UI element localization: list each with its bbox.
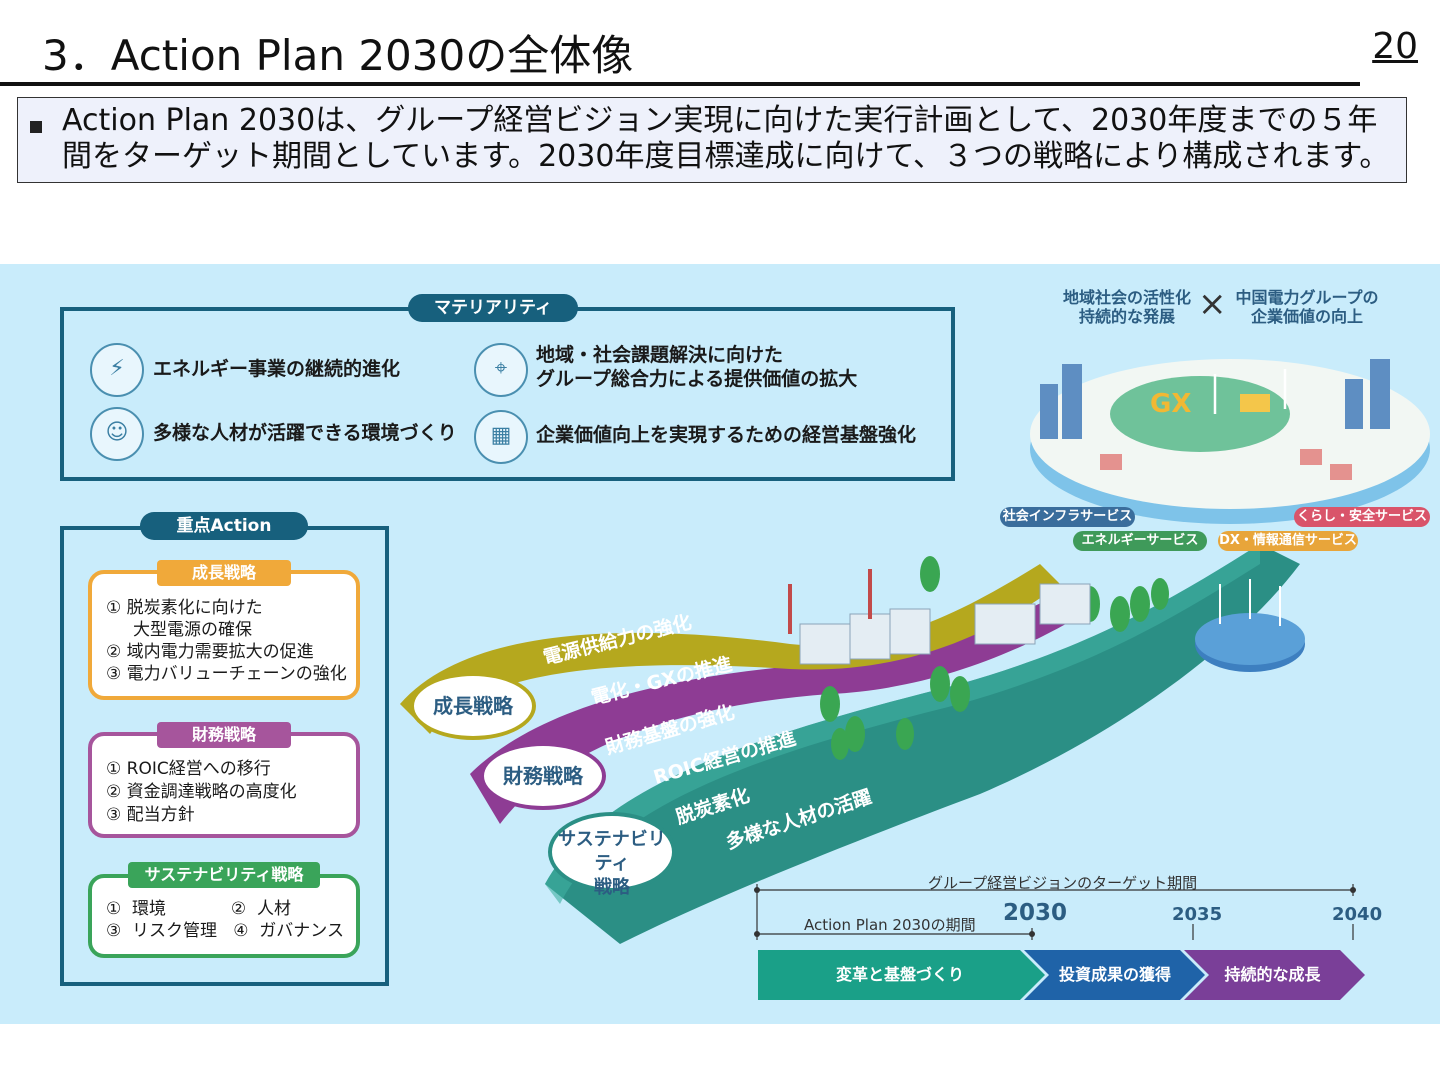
page-number: 20: [1372, 26, 1418, 67]
materiality-item-energy: エネルギー事業の継続的進化: [153, 358, 401, 380]
materiality-label: マテリアリティ: [408, 294, 578, 322]
sustainability-strategy-tag: サステナビリティ戦略: [128, 862, 320, 888]
energy-icon: ⚡: [90, 343, 144, 397]
growth-strategy-card: [88, 570, 360, 700]
bullet-square-icon: [30, 121, 42, 133]
finance-strategy-card: [88, 732, 360, 838]
growth-strategy-tag: 成長戦略: [157, 560, 291, 586]
sustainability-item: ③ リスク管理 ④ ガバナンス: [106, 921, 344, 941]
sustainability-road-badge: サステナビリティ 戦略: [548, 812, 676, 898]
summary-text: Action Plan 2030は、グループ経営ビジョン実現に向けた実行計画とし…: [62, 103, 1390, 174]
finance-item: ② 資金調達戦略の高度化: [106, 782, 297, 802]
year-2040: 2040: [1332, 904, 1383, 925]
illustration-panel: マテリアリティ ⚡ エネルギー事業の継続的進化 ⌖ 地域・社会課題解決に向けた …: [0, 264, 1440, 1024]
service-energy: エネルギーサービス: [1073, 531, 1207, 551]
building-chart-icon: ▦: [474, 410, 528, 464]
materiality-item-people: 多様な人材が活躍できる環境づくり: [153, 422, 457, 444]
year-2035: 2035: [1172, 904, 1223, 925]
vision-cross: ×: [1198, 284, 1227, 324]
finance-strategy-tag: 財務戦略: [157, 722, 291, 748]
people-icon: ☺: [90, 407, 144, 461]
title-divider: [0, 82, 1360, 86]
growth-item: ① 脱炭素化に向けた: [106, 598, 263, 618]
phase-sustainable-label: 持続的な成長: [1224, 965, 1321, 984]
finance-road-badge: 財務戦略: [480, 742, 606, 810]
phase-arrow-transform: [758, 950, 1045, 1000]
growth-item: ② 域内電力需要拡大の促進: [106, 642, 314, 662]
growth-road-badge: 成長戦略: [410, 672, 536, 740]
year-2030: 2030: [1003, 900, 1068, 926]
key-action-label: 重点Action: [140, 512, 308, 540]
finance-item: ③ 配当方針: [106, 805, 195, 825]
phase-arrow-sustainable: [1184, 950, 1365, 1000]
phase-investment-label: 投資成果の獲得: [1058, 965, 1171, 984]
vision-left: 地域社会の活性化 持続的な発展: [1062, 288, 1191, 326]
finance-item: ① ROIC経営への移行: [106, 759, 271, 779]
growth-road: [400, 564, 1060, 734]
phase-arrow-investment: [1024, 950, 1205, 1000]
service-social-infra: 社会インフラサービス: [1000, 507, 1135, 527]
action-plan-period-label: Action Plan 2030の期間: [804, 916, 976, 934]
gx-sign: GX: [1150, 389, 1192, 419]
summary-box: [17, 97, 1407, 183]
map-icon: ⌖: [474, 343, 528, 397]
materiality-item-governance: 企業価値向上を実現するための経営基盤強化: [536, 424, 917, 446]
sustainability-strategy-card: [88, 874, 360, 958]
growth-item: 大型電源の確保: [106, 620, 253, 640]
service-living-safety: くらし・安全サービス: [1294, 507, 1430, 527]
page-title: 3．Action Plan 2030の全体像: [42, 31, 634, 80]
vision-right: 中国電力グループの 企業価値の向上: [1235, 288, 1379, 326]
strategy-roads-illustration: [400, 359, 1430, 944]
service-dx: DX・情報通信サービス: [1218, 531, 1358, 551]
vision-period-label: グループ経営ビジョンのターゲット期間: [928, 874, 1198, 892]
growth-item: ③ 電力バリューチェーンの強化: [106, 664, 347, 684]
sustainability-item: ① 環境 ② 人材: [106, 899, 291, 919]
materiality-item-community: 地域・社会課題解決に向けた グループ総合力による提供価値の拡大: [536, 344, 858, 390]
phase-transform-label: 変革と基盤づくり: [835, 965, 964, 984]
